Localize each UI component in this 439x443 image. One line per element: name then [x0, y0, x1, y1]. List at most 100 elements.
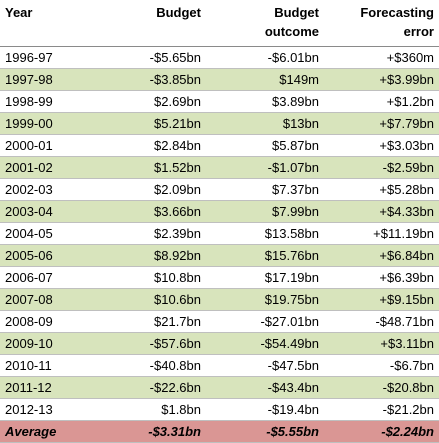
error-cell: -$6.7bn [324, 354, 439, 377]
budget-cell: $1.8bn [118, 398, 206, 421]
average-budget: -$3.31bn [118, 420, 206, 443]
table-row: 2008-09 $21.7bn -$27.01bn -$48.71bn [0, 310, 439, 333]
error-cell: +$3.03bn [324, 134, 439, 157]
header-forecasting-error: Forecasting error [324, 0, 439, 47]
error-cell: -$20.8bn [324, 376, 439, 399]
year-cell: 2002-03 [0, 178, 118, 201]
year-cell: 1999-00 [0, 112, 118, 135]
table-row: 2010-11 -$40.8bn -$47.5bn -$6.7bn [0, 354, 439, 377]
header-budget-outcome: Budget outcome [206, 0, 324, 47]
year-cell: 1996-97 [0, 46, 118, 69]
year-cell: 2004-05 [0, 222, 118, 245]
budget-cell: -$5.65bn [118, 46, 206, 69]
average-row: Average -$3.31bn -$5.55bn -$2.24bn [0, 420, 439, 443]
table-row: 2005-06 $8.92bn $15.76bn +$6.84bn [0, 244, 439, 267]
year-cell: 2010-11 [0, 354, 118, 377]
budget-cell: $10.8bn [118, 266, 206, 289]
year-cell: 2006-07 [0, 266, 118, 289]
table-footer: Average -$3.31bn -$5.55bn -$2.24bn [0, 420, 439, 443]
table-row: 2009-10 -$57.6bn -$54.49bn +$3.11bn [0, 332, 439, 355]
outcome-cell: -$43.4bn [206, 376, 324, 399]
header-forecasting-error-line1: Forecasting [360, 5, 434, 20]
header-budget-label: Budget [156, 5, 201, 20]
table-row: 2002-03 $2.09bn $7.37bn +$5.28bn [0, 178, 439, 201]
table-row: 2011-12 -$22.6bn -$43.4bn -$20.8bn [0, 376, 439, 399]
header-year: Year [0, 0, 118, 47]
outcome-cell: -$27.01bn [206, 310, 324, 333]
error-cell: +$9.15bn [324, 288, 439, 311]
header-row: Year Budget Budget outcome Forecasting err… [0, 0, 439, 47]
error-cell: +$4.33bn [324, 200, 439, 223]
error-cell: +$1.2bn [324, 90, 439, 113]
outcome-cell: $3.89bn [206, 90, 324, 113]
year-cell: 2005-06 [0, 244, 118, 267]
outcome-cell: $13bn [206, 112, 324, 135]
budget-cell: $10.6bn [118, 288, 206, 311]
year-cell: 2007-08 [0, 288, 118, 311]
header-forecasting-error-line2: error [403, 24, 434, 39]
table-row: 1998-99 $2.69bn $3.89bn +$1.2bn [0, 90, 439, 113]
budget-cell: -$3.85bn [118, 68, 206, 91]
budget-cell: $2.39bn [118, 222, 206, 245]
year-cell: 2001-02 [0, 156, 118, 179]
budget-cell: -$22.6bn [118, 376, 206, 399]
error-cell: +$7.79bn [324, 112, 439, 135]
budget-cell: $8.92bn [118, 244, 206, 267]
year-cell: 2012-13 [0, 398, 118, 421]
outcome-cell: $5.87bn [206, 134, 324, 157]
average-error: -$2.24bn [324, 420, 439, 443]
table-body: 1996-97 -$5.65bn -$6.01bn +$360m 1997-98 -$3.… [0, 46, 439, 421]
outcome-cell: $17.19bn [206, 266, 324, 289]
budget-cell: -$57.6bn [118, 332, 206, 355]
error-cell: -$2.59bn [324, 156, 439, 179]
outcome-cell: -$6.01bn [206, 46, 324, 69]
outcome-cell: $149m [206, 68, 324, 91]
table-row: 1996-97 -$5.65bn -$6.01bn +$360m [0, 46, 439, 69]
outcome-cell: $19.75bn [206, 288, 324, 311]
budget-cell: $5.21bn [118, 112, 206, 135]
table-row: 2012-13 $1.8bn -$19.4bn -$21.2bn [0, 398, 439, 421]
outcome-cell: -$47.5bn [206, 354, 324, 377]
error-cell: +$3.11bn [324, 332, 439, 355]
budget-cell: $2.09bn [118, 178, 206, 201]
year-cell: 2011-12 [0, 376, 118, 399]
error-cell: -$48.71bn [324, 310, 439, 333]
table-row: 2001-02 $1.52bn -$1.07bn -$2.59bn [0, 156, 439, 179]
table-row: 1997-98 -$3.85bn $149m +$3.99bn [0, 68, 439, 91]
header-budget: Budget [118, 0, 206, 47]
table-row: 2003-04 $3.66bn $7.99bn +$4.33bn [0, 200, 439, 223]
budget-cell: $2.69bn [118, 90, 206, 113]
error-cell: +$3.99bn [324, 68, 439, 91]
average-outcome: -$5.55bn [206, 420, 324, 443]
average-label: Average [0, 420, 118, 443]
year-cell: 2008-09 [0, 310, 118, 333]
budget-cell: $3.66bn [118, 200, 206, 223]
budget-cell: $2.84bn [118, 134, 206, 157]
header-budget-outcome-line2: outcome [264, 24, 319, 39]
outcome-cell: $15.76bn [206, 244, 324, 267]
error-cell: +$6.39bn [324, 266, 439, 289]
table-row: 2004-05 $2.39bn $13.58bn +$11.19bn [0, 222, 439, 245]
header-budget-outcome-line1: Budget [274, 5, 319, 20]
budget-cell: $1.52bn [118, 156, 206, 179]
budget-cell: -$40.8bn [118, 354, 206, 377]
budget-cell: $21.7bn [118, 310, 206, 333]
outcome-cell: -$1.07bn [206, 156, 324, 179]
error-cell: +$6.84bn [324, 244, 439, 267]
year-cell: 1998-99 [0, 90, 118, 113]
outcome-cell: -$19.4bn [206, 398, 324, 421]
table-row: 2007-08 $10.6bn $19.75bn +$9.15bn [0, 288, 439, 311]
outcome-cell: $7.37bn [206, 178, 324, 201]
year-cell: 2003-04 [0, 200, 118, 223]
header-year-label: Year [5, 5, 33, 20]
error-cell: -$21.2bn [324, 398, 439, 421]
table-header: Year Budget Budget outcome Forecasting err… [0, 0, 439, 47]
table-row: 2006-07 $10.8bn $17.19bn +$6.39bn [0, 266, 439, 289]
year-cell: 1997-98 [0, 68, 118, 91]
table-row: 2000-01 $2.84bn $5.87bn +$3.03bn [0, 134, 439, 157]
error-cell: +$11.19bn [324, 222, 439, 245]
outcome-cell: $7.99bn [206, 200, 324, 223]
error-cell: +$360m [324, 46, 439, 69]
